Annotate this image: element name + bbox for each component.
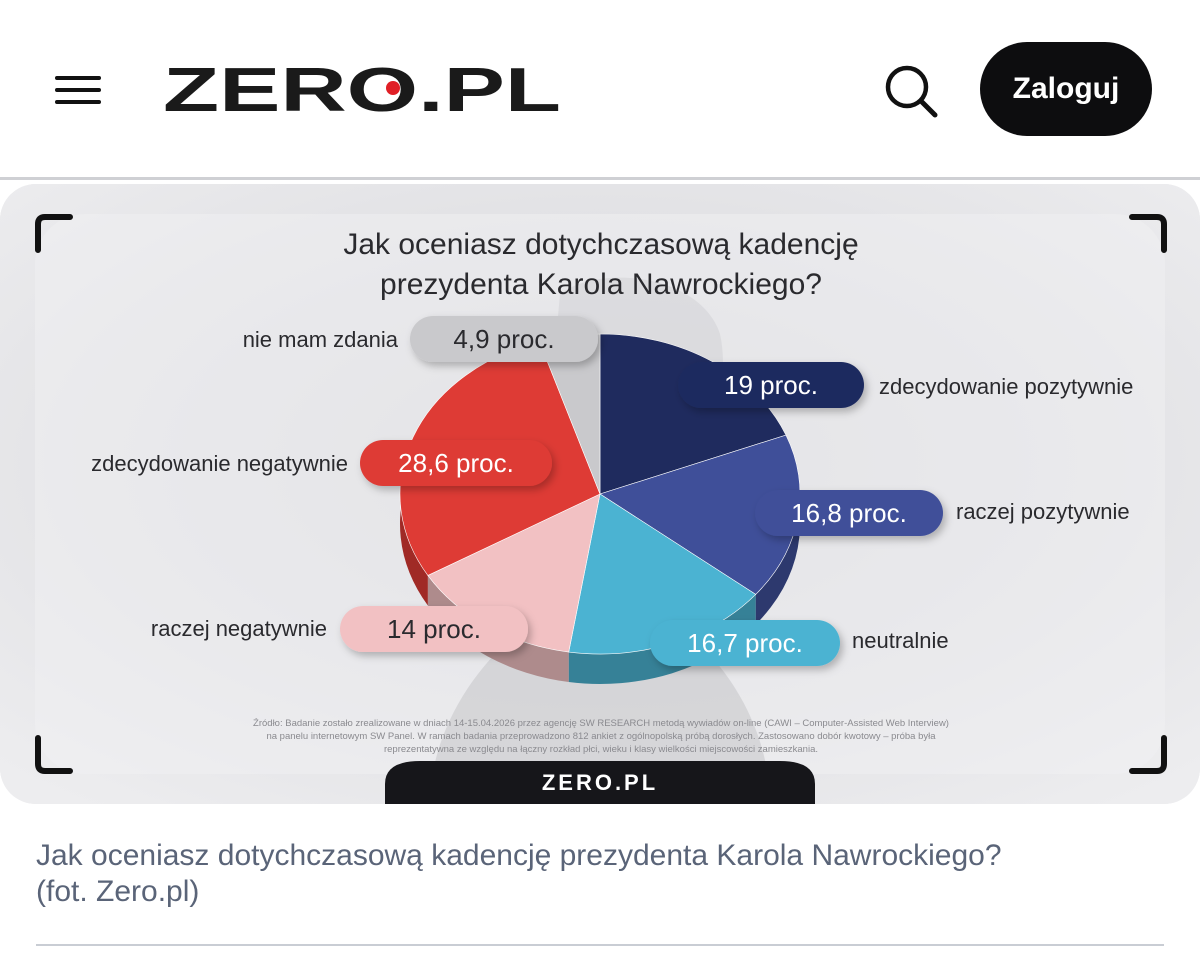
value-label-neutralnie: 16,7 proc. (687, 628, 803, 658)
footer-logo-text: ZERO.PL (542, 770, 658, 795)
corner-bracket-bottom-right (1129, 735, 1167, 774)
caption-credit: (fot. Zero.pl) (36, 875, 200, 908)
category-label-zdecydowanie-pozytywnie: zdecydowanie pozytywnie (879, 374, 1133, 399)
footer-logo-bar (385, 761, 815, 804)
corner-bracket-bottom-left (35, 735, 73, 774)
infographic-image: Jak oceniasz dotychczasową kadencję prez… (0, 184, 1200, 804)
header-divider (0, 177, 1200, 180)
value-pill-nie-mam-zdania (410, 316, 598, 362)
value-pill-neutralnie (650, 620, 840, 666)
category-label-neutralnie: neutralnie (852, 628, 949, 653)
logo-dot-icon (386, 81, 400, 95)
image-caption: Jak oceniasz dotychczasową kadencję prez… (36, 838, 1176, 910)
source-note-line1: Źródło: Badanie zostało zrealizowane w d… (253, 718, 949, 729)
value-label-zdecydowanie-pozytywnie: 19 proc. (724, 370, 818, 400)
category-label-raczej-negatywnie: raczej negatywnie (151, 616, 327, 641)
pie-slice-depth-raczej-negatywnie (427, 575, 569, 683)
value-label-zdecydowanie-negatywnie: 28,6 proc. (398, 448, 514, 478)
corner-bracket-top-left (35, 214, 73, 253)
pie-chart: Jak oceniasz dotychczasową kadencję prez… (0, 184, 1200, 804)
site-header: ZERO.PL Zaloguj (0, 0, 1200, 178)
pie-slice-depth-neutralnie (568, 594, 756, 684)
category-label-zdecydowanie-negatywnie: zdecydowanie negatywnie (91, 451, 348, 476)
search-icon[interactable] (883, 63, 939, 119)
hamburger-menu-icon[interactable] (55, 70, 101, 110)
value-label-nie-mam-zdania: 4,9 proc. (453, 324, 554, 354)
pie-slice-depth-raczej-pozytywnie (755, 435, 800, 625)
logo-text: ZERO.PL (163, 62, 561, 114)
caption-text: Jak oceniasz dotychczasową kadencję prez… (36, 839, 1002, 872)
value-label-raczej-pozytywnie: 16,8 proc. (791, 498, 907, 528)
caption-divider (36, 944, 1164, 946)
source-note-line2: na panelu internetowym SW Panel. W ramac… (266, 731, 936, 742)
value-pill-zdecydowanie-negatywnie (360, 440, 552, 486)
value-label-raczej-negatywnie: 14 proc. (387, 614, 481, 644)
category-label-raczej-pozytywnie: raczej pozytywnie (956, 499, 1130, 524)
category-label-nie-mam-zdania: nie mam zdania (243, 327, 399, 352)
source-note-line3: reprezentatywna ze względu na łączny roz… (384, 744, 818, 755)
value-pill-raczej-pozytywnie (755, 490, 943, 536)
site-logo[interactable]: ZERO.PL (163, 62, 563, 114)
chart-title-line2: prezydenta Karola Nawrockiego? (380, 268, 822, 301)
chart-title-line1: Jak oceniasz dotychczasową kadencję (343, 228, 858, 261)
pie-slice-zdecydowanie-pozytywnie (599, 333, 787, 495)
value-pill-raczej-negatywnie (340, 606, 528, 652)
login-button[interactable]: Zaloguj (980, 42, 1152, 136)
value-pill-zdecydowanie-pozytywnie (678, 362, 864, 408)
pie-labels: 19 proc. zdecydowanie pozytywnie 16,8 proc… (91, 316, 1133, 666)
corner-bracket-top-right (1129, 214, 1167, 253)
